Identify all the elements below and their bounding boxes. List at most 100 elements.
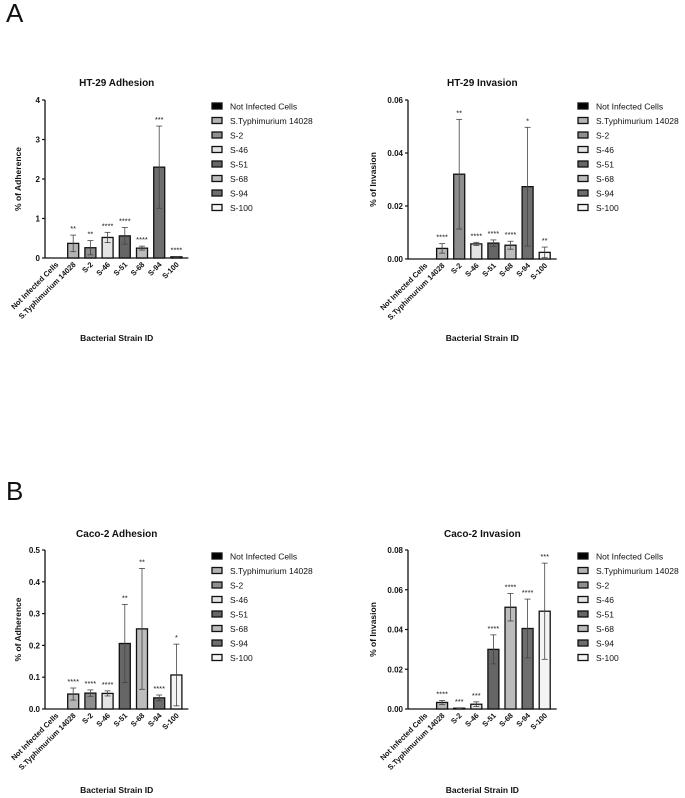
x-tick-label: S-68 — [497, 261, 515, 279]
x-tick-label: S-100 — [529, 711, 550, 732]
legend-entry: S-2 — [596, 581, 610, 591]
legend-entry: Not Infected Cells — [230, 102, 297, 112]
significance-label: ** — [456, 108, 462, 117]
y-tick-label: 0 — [36, 254, 41, 263]
legend-swatch — [577, 145, 589, 154]
significance-label: **** — [102, 221, 114, 230]
panel-label-a: A — [6, 0, 24, 28]
y-tick-label: 0.04 — [387, 149, 403, 158]
x-tick-label: S-2 — [80, 711, 95, 726]
legend-swatch — [211, 566, 223, 575]
y-tick-label: 0.4 — [29, 578, 41, 587]
legend-swatch — [211, 116, 223, 125]
x-tick-label: S-46 — [463, 261, 481, 279]
legend-swatch — [211, 203, 223, 212]
y-tick-label: 0.00 — [387, 705, 403, 714]
legend-swatch — [211, 610, 223, 618]
legend-entry: S-46 — [596, 595, 614, 605]
legend-entry: S-46 — [230, 145, 248, 155]
x-axis-label: Bacterial Strain ID — [80, 785, 153, 795]
legend-swatch — [577, 639, 589, 647]
y-axis-label: % of Adherence — [13, 147, 23, 211]
legend-swatch — [577, 581, 589, 589]
legend-entry: S-51 — [230, 610, 248, 620]
chart-title: Caco-2 Invasion — [444, 529, 521, 540]
chart-4: Caco-2 Invasion 0.00 0.02 0.04 0.06 0.08 % of … — [368, 529, 679, 795]
y-tick-label: 3 — [36, 136, 41, 145]
y-tick-label: 0.08 — [387, 546, 403, 555]
x-tick-label: S-2 — [449, 261, 464, 276]
significance-label: **** — [136, 235, 148, 244]
significance-label: **** — [488, 624, 500, 633]
legend-entry: S-2 — [230, 581, 244, 591]
legend-swatch — [211, 639, 223, 647]
x-tick-label: S-68 — [497, 711, 515, 729]
legend-entry: S-68 — [596, 174, 614, 184]
legend-swatch — [211, 653, 223, 662]
legend-entry: S.Typhimurium 14028 — [230, 116, 313, 126]
x-tick-label: S-46 — [463, 711, 481, 729]
legend-swatch — [577, 174, 589, 183]
legend-entry: S-51 — [596, 610, 614, 620]
bar-s-46 — [470, 243, 483, 260]
y-tick-label: 0.06 — [387, 586, 403, 595]
legend-entry: S-94 — [596, 639, 614, 649]
legend-swatch — [211, 624, 223, 633]
chart-title: Caco-2 Adhesion — [76, 529, 157, 540]
x-tick-label: S-46 — [94, 260, 112, 278]
chart-3: Caco-2 Adhesion 0.0 0.1 0.2 0.3 0.4 0.5 % of Ad… — [9, 529, 313, 795]
y-tick-label: 0.00 — [387, 255, 403, 264]
legend-entry: S-100 — [230, 203, 253, 213]
chart-2: HT-29 Invasion 0.00 0.02 0.04 0.06 % of Invas… — [368, 78, 679, 343]
significance-label: **** — [153, 684, 165, 693]
legend-swatch — [211, 581, 223, 589]
significance-label: **** — [436, 233, 448, 242]
y-tick-label: 0.5 — [29, 546, 41, 555]
legend-entry: Not Infected Cells — [596, 552, 663, 562]
significance-label: * — [175, 633, 178, 642]
y-tick-label: 4 — [36, 96, 41, 105]
y-tick-label: 2 — [36, 175, 41, 184]
significance-label: **** — [470, 231, 482, 240]
x-tick-label: S-100 — [160, 260, 181, 281]
significance-label: **** — [67, 677, 79, 686]
y-axis-label: % of Invasion — [368, 152, 378, 207]
legend-entry: S-51 — [596, 160, 614, 170]
significance-label: *** — [155, 115, 164, 124]
y-tick-label: 0.2 — [29, 641, 41, 650]
legend-swatch — [211, 595, 223, 604]
legend-entry: Not Infected Cells — [596, 102, 663, 112]
legend-entry: S.Typhimurium 14028 — [230, 566, 313, 576]
significance-label: **** — [119, 217, 131, 226]
significance-label: *** — [540, 552, 549, 561]
legend-swatch — [577, 160, 589, 168]
significance-label: **** — [522, 588, 534, 597]
legend-swatch — [211, 189, 223, 197]
legend-swatch — [577, 552, 589, 560]
chart-1: HT-29 Adhesion 0 1 2 3 4 % of Adherence Not Inf… — [9, 78, 313, 343]
legend-swatch — [211, 174, 223, 183]
chart-title: HT-29 Adhesion — [79, 78, 154, 89]
legend-swatch — [577, 116, 589, 125]
significance-label: ** — [70, 224, 76, 233]
legend-swatch — [577, 595, 589, 604]
significance-label: **** — [436, 689, 448, 698]
legend-swatch — [211, 131, 223, 139]
legend-swatch — [577, 610, 589, 618]
x-axis-label: Bacterial Strain ID — [80, 333, 153, 343]
legend-swatch — [577, 189, 589, 197]
legend-entry: S-68 — [596, 624, 614, 634]
legend-entry: S-94 — [230, 189, 248, 199]
significance-label: ** — [542, 236, 548, 245]
x-tick-label: S-51 — [112, 260, 130, 278]
significance-label: **** — [505, 230, 517, 239]
significance-label: **** — [171, 245, 183, 254]
y-tick-label: 1 — [36, 215, 41, 224]
legend-swatch — [577, 131, 589, 139]
x-tick-label: S-51 — [480, 261, 498, 279]
y-tick-label: 0.0 — [29, 705, 41, 714]
x-tick-label: S-2 — [449, 711, 464, 726]
legend-entry: S-94 — [596, 189, 614, 199]
x-tick-label: S-51 — [480, 711, 498, 729]
